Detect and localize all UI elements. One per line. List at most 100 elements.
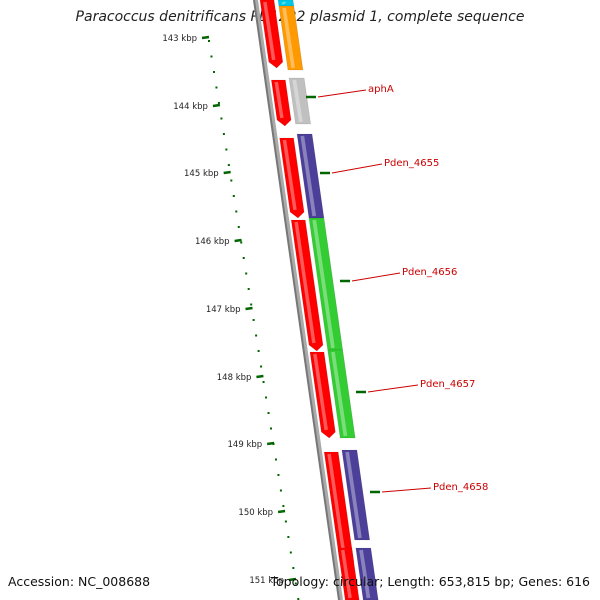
gene-label: Pden_4655 bbox=[384, 158, 439, 169]
cds-feature bbox=[259, 0, 284, 69]
track-dot bbox=[274, 458, 277, 461]
gene-cyan bbox=[277, 0, 295, 7]
gene-label: Pden_4657 bbox=[420, 379, 475, 390]
track-dot bbox=[250, 303, 253, 306]
gene-sheen bbox=[281, 1, 286, 5]
gene-sheen bbox=[282, 7, 296, 69]
kbp-tick-mark bbox=[201, 35, 210, 40]
track-dot bbox=[222, 133, 225, 135]
track-dot bbox=[227, 164, 230, 166]
kbp-tick-mark bbox=[223, 170, 231, 175]
track-dot bbox=[297, 598, 300, 600]
track-dot bbox=[289, 551, 292, 554]
kbp-tick-track: 143 kbp 144 kbp 145 kbp 146 kbp 147 kbp 148 k… bbox=[162, 34, 297, 586]
track-dot bbox=[255, 334, 258, 337]
map-title: Paracoccus denitrificans PD1222 plasmid … bbox=[75, 9, 525, 25]
track-dot bbox=[212, 71, 215, 73]
cds-feature bbox=[279, 137, 305, 219]
gene-label: aphA bbox=[368, 84, 394, 95]
label-leader bbox=[381, 487, 432, 493]
gene-sheen bbox=[312, 219, 335, 349]
track-dot bbox=[257, 350, 260, 352]
gene-label: Pden_4658 bbox=[433, 482, 488, 493]
kbp-tick-mark bbox=[234, 238, 242, 243]
gene-Pden-4658 bbox=[341, 449, 371, 541]
track-dot bbox=[215, 86, 218, 89]
track-dot bbox=[287, 536, 290, 538]
kbp-tick-label: 146 kbp bbox=[195, 237, 230, 247]
track-dot bbox=[282, 505, 285, 507]
track-dot bbox=[265, 396, 268, 399]
cds-feature bbox=[337, 547, 360, 600]
kbp-tick-label: 148 kbp bbox=[217, 373, 252, 383]
gene-orange bbox=[278, 5, 304, 71]
kbp-tick-mark bbox=[212, 103, 221, 108]
kbp-tick-label: 147 kbp bbox=[206, 305, 241, 315]
kbp-tick-label: 143 kbp bbox=[162, 34, 197, 44]
kbp-tick-mark bbox=[245, 306, 253, 311]
gene-sheen bbox=[263, 1, 276, 61]
gene-sheen bbox=[340, 549, 352, 599]
track-dot bbox=[237, 226, 240, 228]
track-dot bbox=[245, 272, 248, 275]
label-leader bbox=[331, 163, 383, 174]
gene-aphA bbox=[288, 77, 311, 125]
kbp-tick-mark bbox=[256, 374, 264, 379]
kbp-tick-label: 151 kbp bbox=[249, 576, 284, 586]
gene-next bbox=[355, 547, 379, 600]
track-dot bbox=[260, 365, 263, 368]
track-dot bbox=[208, 40, 210, 42]
track-dot bbox=[267, 412, 270, 414]
track-dot bbox=[247, 288, 250, 290]
track-dot bbox=[217, 102, 220, 104]
accession-text: Accession: NC_008688 bbox=[8, 574, 151, 589]
gene-labels: aphA Pden_4655 Pden_4656 Pden_4657 Pden_4658 bbox=[306, 84, 488, 494]
gene-sheen bbox=[331, 351, 348, 437]
kbp-tick-mark bbox=[288, 577, 297, 582]
topology-summary: Topology: circular; Length: 653,815 bp; … bbox=[270, 574, 591, 589]
gene-sheen bbox=[327, 453, 347, 561]
track-dot bbox=[279, 489, 282, 492]
track-dot bbox=[270, 427, 272, 430]
track-dot bbox=[252, 319, 255, 321]
track-dot bbox=[292, 567, 295, 569]
track-dot bbox=[230, 179, 233, 182]
track-dot bbox=[242, 257, 245, 259]
track-dot bbox=[240, 241, 243, 244]
track-dot bbox=[277, 474, 280, 476]
cds-feature bbox=[271, 79, 292, 127]
track-dot bbox=[294, 582, 297, 585]
track-dot bbox=[220, 117, 223, 120]
gene-sheen bbox=[345, 451, 362, 539]
kbp-tick-mark bbox=[277, 509, 286, 514]
cds-feature bbox=[290, 219, 324, 352]
kbp-tick-label: 149 kbp bbox=[228, 440, 263, 450]
kbp-tick-label: 144 kbp bbox=[173, 102, 208, 112]
track-dot bbox=[232, 195, 235, 197]
label-leader bbox=[351, 272, 401, 282]
gene-sheen bbox=[292, 79, 303, 123]
gene-Pden-4657 bbox=[327, 349, 356, 439]
tick-dot-track bbox=[208, 40, 300, 600]
label-leader bbox=[367, 384, 419, 393]
track-dot bbox=[284, 520, 287, 523]
backbone-shadow bbox=[254, 0, 343, 600]
track-dot bbox=[225, 148, 228, 151]
gene-sheen bbox=[294, 221, 316, 344]
kbp-tick-label: 150 kbp bbox=[238, 508, 273, 518]
gene-sheen bbox=[313, 353, 328, 431]
gene-sheen bbox=[300, 135, 317, 217]
track-dot bbox=[262, 381, 265, 383]
cds-feature bbox=[309, 351, 336, 439]
backbone bbox=[253, 0, 340, 600]
gene-label: Pden_4656 bbox=[402, 267, 457, 278]
gene-sheen bbox=[359, 549, 371, 599]
gene-sheen bbox=[274, 81, 284, 119]
gene-features bbox=[259, 0, 379, 600]
track-dot bbox=[210, 55, 213, 58]
track-dot bbox=[235, 210, 238, 213]
gene-sheen bbox=[282, 139, 297, 211]
kbp-tick-label: 145 kbp bbox=[184, 169, 219, 179]
kbp-tick-mark bbox=[266, 441, 275, 446]
